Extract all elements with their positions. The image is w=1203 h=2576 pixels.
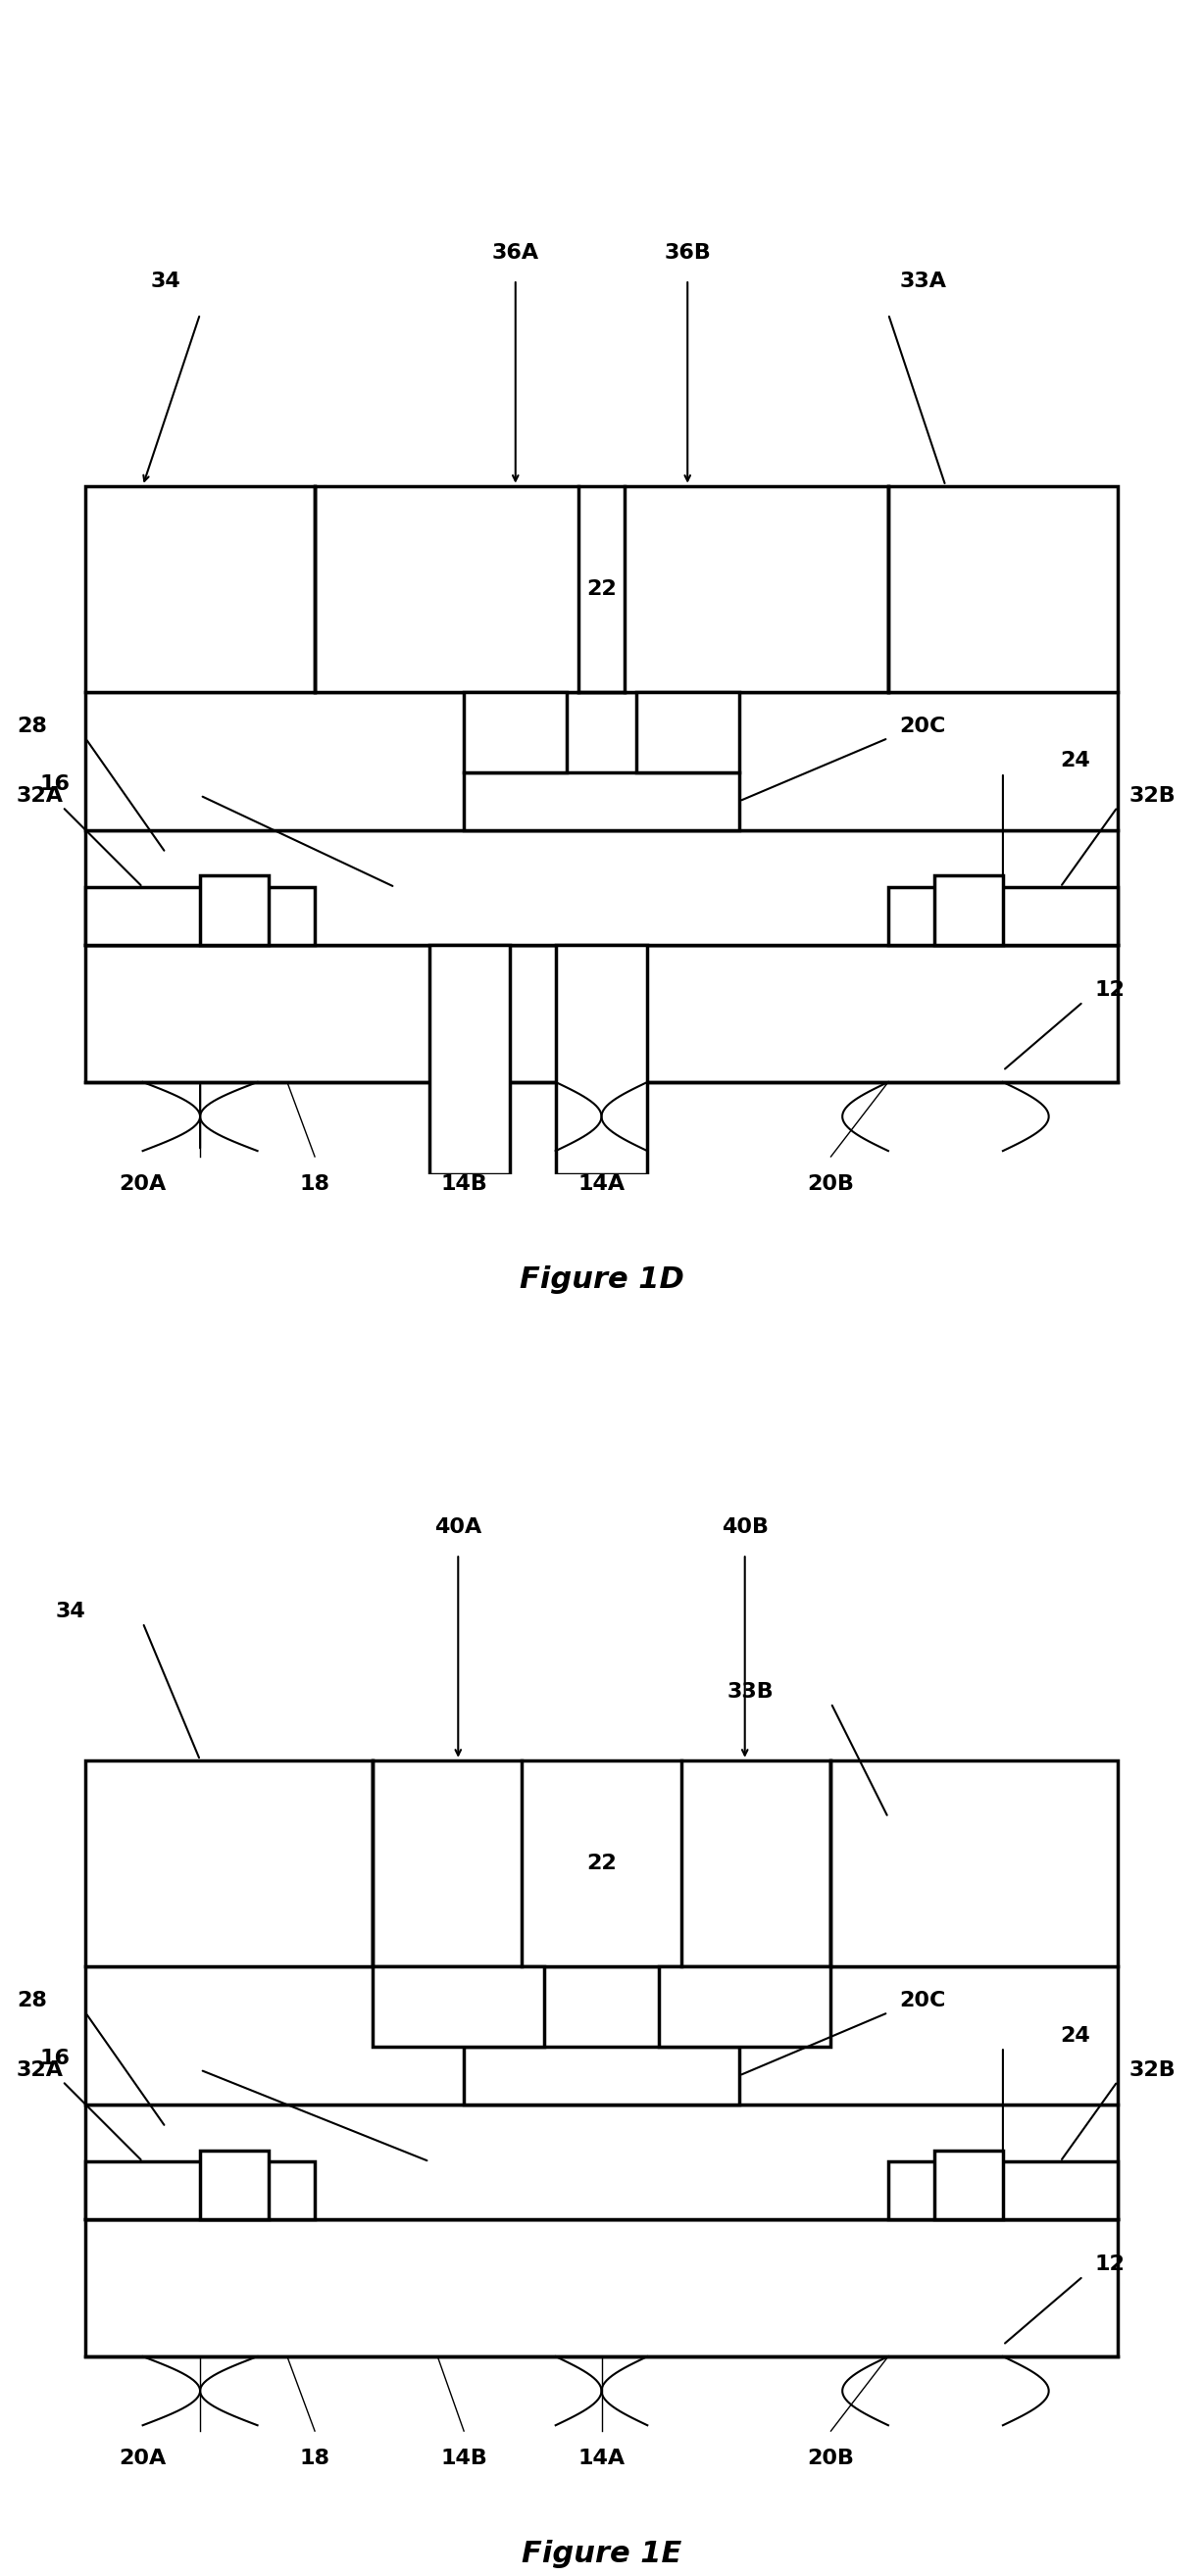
Bar [85,693,1118,829]
Text: 40A: 40A [434,1517,481,1538]
Text: 20A: 20A [119,1175,166,1193]
Bar [429,945,510,1175]
Text: 28: 28 [17,1991,47,2012]
Bar [636,693,739,773]
Text: 33B: 33B [727,1682,774,1700]
Bar [200,876,269,945]
Text: 20A: 20A [119,2447,166,2468]
Text: 18: 18 [300,2447,330,2468]
Bar [464,693,567,773]
Bar [888,2161,1118,2218]
Bar [85,829,1118,945]
Text: 14A: 14A [577,2447,626,2468]
Bar [934,2151,1003,2218]
Text: 24: 24 [1060,2025,1090,2045]
Bar [372,1759,831,1965]
Text: 14B: 14B [440,2447,487,2468]
Bar [200,2151,269,2218]
Text: Figure 1E: Figure 1E [521,2540,682,2568]
Bar [888,886,1118,945]
Text: 33A: 33A [900,270,947,291]
Text: 36A: 36A [492,242,539,263]
Bar [85,886,315,945]
Text: 20C: 20C [900,716,946,737]
Text: 40B: 40B [722,1517,769,1538]
Bar [85,487,315,693]
Text: 20B: 20B [807,2447,854,2468]
Text: 20C: 20C [900,1991,946,2012]
Bar [315,487,888,693]
Bar [85,2105,1118,2218]
Text: 22: 22 [586,580,617,598]
Text: 32A: 32A [17,786,64,806]
Text: 20B: 20B [807,1175,854,1193]
Bar [85,1759,372,1965]
Text: Figure 1D: Figure 1D [520,1265,683,1293]
Text: 12: 12 [1095,981,1125,999]
Text: 36B: 36B [664,242,711,263]
Text: 32B: 32B [1130,786,1175,806]
Text: 12: 12 [1095,2254,1125,2275]
Text: 34: 34 [150,270,180,291]
Bar [831,1759,1118,1965]
Text: 22: 22 [586,1855,617,1873]
Text: 14B: 14B [440,1175,487,1193]
Text: 14A: 14A [577,1175,626,1193]
Bar [556,945,647,1175]
Bar [934,876,1003,945]
Text: 24: 24 [1060,752,1090,770]
Text: 32B: 32B [1130,2061,1175,2079]
Text: 28: 28 [17,716,47,737]
Text: 16: 16 [40,775,70,793]
Bar [464,2048,739,2105]
Bar [85,2218,1118,2357]
Bar [888,487,1118,693]
Text: 18: 18 [300,1175,330,1193]
Bar [659,1965,831,2048]
Bar [372,1965,544,2048]
Text: 32A: 32A [17,2061,64,2079]
Bar [464,773,739,829]
Bar [85,2161,315,2218]
Bar [85,1965,1118,2105]
Text: 34: 34 [55,1602,85,1620]
Text: 16: 16 [40,2048,70,2069]
Bar [85,945,1118,1082]
